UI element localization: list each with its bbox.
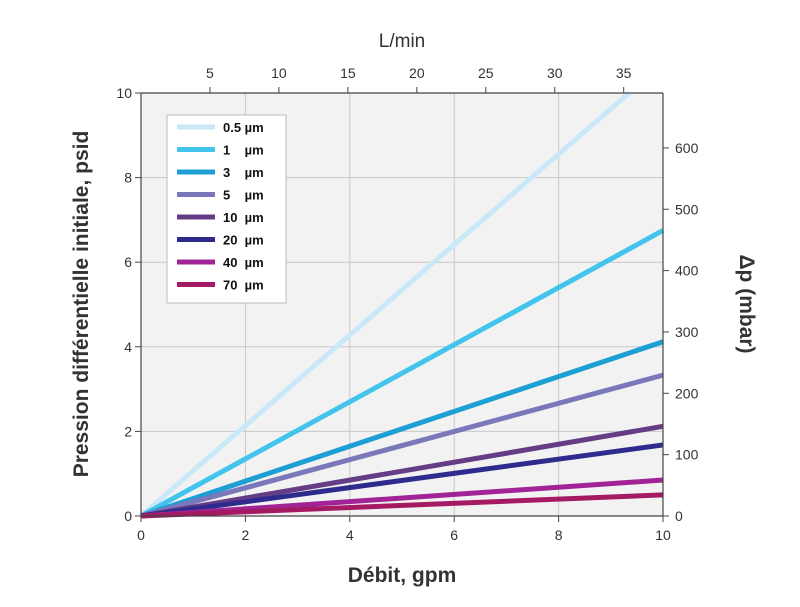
series-line-8: [140, 492, 664, 519]
legend-label: 5 µm: [223, 188, 264, 203]
x-tick-label: 6: [450, 527, 458, 543]
y-tick-label: 6: [124, 254, 132, 270]
legend-box: [166, 114, 287, 304]
y-tick-label: 4: [124, 339, 132, 355]
y-tick-label: 2: [124, 423, 132, 439]
x-axis-title: Débit, gpm: [348, 564, 457, 587]
top-axis-title: L/min: [379, 31, 425, 52]
legend-label: 10 µm: [223, 210, 264, 225]
x-tick-label: 8: [555, 527, 563, 543]
top-tick-label: 20: [409, 65, 425, 81]
top-tick-label: 15: [340, 65, 356, 81]
x-tick-label: 2: [242, 527, 250, 543]
right-tick-label: 300: [675, 324, 699, 340]
top-tick-label: 30: [547, 65, 563, 81]
legend-label: 20 µm: [223, 233, 264, 248]
top-tick-label: 10: [271, 65, 287, 81]
series-line-5: [140, 423, 664, 519]
right-tick-label: 200: [675, 385, 699, 401]
top-tick-label: 35: [616, 65, 632, 81]
series-line-6: [140, 442, 664, 519]
legend-label: 3 µm: [223, 165, 264, 180]
right-tick-label: 0: [675, 508, 683, 524]
x-tick-label: 4: [346, 527, 354, 543]
right-tick-label: 500: [675, 201, 699, 217]
series-line-2: [139, 228, 665, 519]
series-line-1: [139, 91, 631, 518]
right-tick-label: 400: [675, 263, 699, 279]
x-tick-label: 0: [137, 527, 145, 543]
legend: 0.5 µm 1 µm 3 µm 5 µm 10 µm 20 µm 40 µm 70 µm: [166, 114, 287, 304]
series-lines: [139, 91, 665, 519]
x-tick-label: 10: [655, 527, 671, 543]
top-tick-label: 25: [478, 65, 494, 81]
legend-label: 70 µm: [223, 278, 264, 293]
legend-label: 1 µm: [223, 143, 264, 158]
right-axis-title: Δp (mbar): [735, 254, 758, 353]
legend-label: 0.5 µm: [223, 120, 264, 135]
y-tick-label: 10: [116, 85, 132, 101]
right-tick-label: 100: [675, 447, 699, 463]
y-tick-label: 8: [124, 170, 132, 186]
top-tick-label: 5: [206, 65, 214, 81]
axes: [135, 87, 669, 522]
right-tick-label: 600: [675, 140, 699, 156]
y-axis-title: Pression différentielle initiale, psid: [70, 131, 93, 478]
series-line-4: [140, 372, 664, 519]
legend-label: 40 µm: [223, 255, 264, 270]
y-tick-label: 0: [124, 508, 132, 524]
series-line-3: [140, 339, 664, 519]
